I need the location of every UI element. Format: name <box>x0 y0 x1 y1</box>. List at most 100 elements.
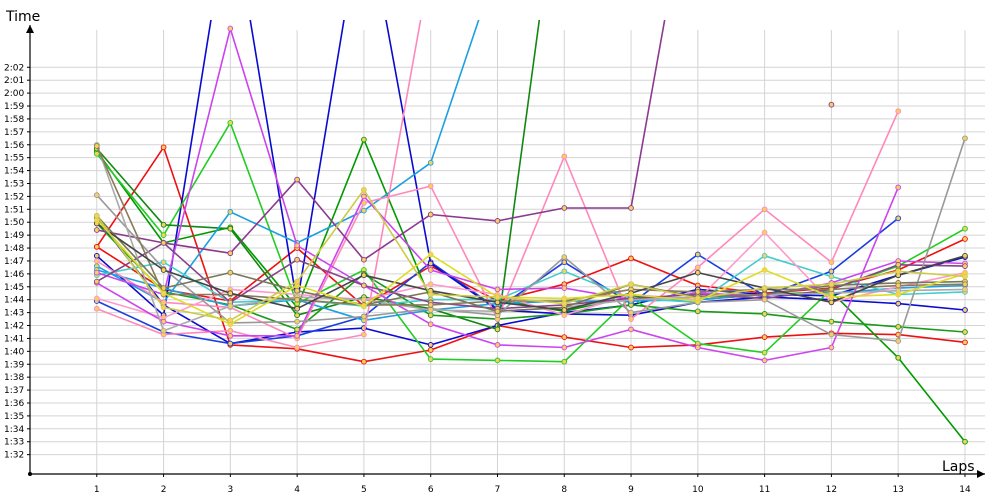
data-point <box>561 153 568 160</box>
data-point <box>227 327 234 334</box>
data-point <box>227 209 234 215</box>
data-point <box>628 326 634 333</box>
data-point <box>828 344 835 351</box>
y-tick-label: 1:49 <box>4 231 24 241</box>
data-point <box>361 256 367 263</box>
data-point <box>361 296 367 303</box>
y-tick-label: 1:54 <box>4 167 24 177</box>
data-point <box>160 290 167 297</box>
data-point <box>561 344 568 351</box>
data-point <box>561 295 568 302</box>
y-tick-label: 1:37 <box>4 386 24 396</box>
data-point <box>895 282 902 289</box>
data-point <box>294 332 300 339</box>
data-point <box>93 212 100 219</box>
data-point <box>93 258 100 264</box>
data-point <box>294 344 300 351</box>
x-tick-label: 8 <box>561 485 567 495</box>
data-point <box>93 269 100 276</box>
data-point <box>895 261 902 268</box>
data-point <box>628 281 634 288</box>
y-tick-label: 1:56 <box>4 141 24 151</box>
data-point <box>294 278 300 285</box>
data-point <box>427 291 434 298</box>
x-tick-label: 2 <box>161 485 167 495</box>
series-line <box>96 222 966 311</box>
data-point <box>828 268 835 275</box>
x-tick-label: 12 <box>826 485 837 495</box>
series-line <box>96 20 422 349</box>
y-tick-label: 1:53 <box>4 179 24 189</box>
data-point <box>361 272 367 279</box>
y-tick-label: 1:48 <box>4 244 24 254</box>
data-point <box>962 263 968 269</box>
data-point <box>160 304 167 311</box>
y-tick-label: 1:57 <box>4 128 24 138</box>
data-point <box>294 242 300 249</box>
y-tick-label: 1:44 <box>4 296 24 306</box>
data-point <box>494 326 501 333</box>
data-point <box>427 281 434 288</box>
data-point <box>427 267 434 273</box>
data-point <box>361 282 367 289</box>
y-tick-label: 1:58 <box>4 115 24 125</box>
data-point <box>160 240 167 246</box>
data-point <box>694 269 701 276</box>
data-point <box>494 294 501 300</box>
x-tick-label: 5 <box>361 485 367 495</box>
data-point <box>160 267 167 273</box>
axes <box>26 25 985 478</box>
y-tick-label: 1:38 <box>4 373 24 383</box>
data-point <box>561 334 568 340</box>
y-tick-label: 1:32 <box>4 451 24 461</box>
data-point <box>962 252 968 259</box>
data-point <box>294 305 300 312</box>
data-point <box>160 144 167 151</box>
data-point <box>294 318 300 325</box>
data-point <box>761 357 768 364</box>
data-point <box>895 291 902 298</box>
data-point <box>93 295 100 302</box>
data-point <box>160 327 167 334</box>
data-point <box>828 259 835 266</box>
data-point <box>761 206 768 213</box>
x-tick-label: 6 <box>428 485 434 495</box>
data-point <box>962 329 968 335</box>
data-point <box>160 221 167 228</box>
series-line <box>96 215 966 313</box>
data-point <box>361 331 367 338</box>
data-point <box>694 264 701 271</box>
data-point <box>427 342 434 348</box>
data-point <box>628 291 634 298</box>
series-14 <box>93 20 422 351</box>
series-7 <box>93 119 968 365</box>
data-point <box>494 299 501 306</box>
y-tick-label: 1:40 <box>4 347 24 357</box>
data-point <box>427 251 434 258</box>
data-point <box>427 347 434 353</box>
data-point <box>93 143 100 149</box>
data-point <box>828 331 835 338</box>
ticks: 1:32 1:33 1:34 1:35 1:36 1:37 1:38 1:39 1:40 1:41… <box>4 63 971 495</box>
y-tick-label: 1:59 <box>4 102 24 112</box>
data-point <box>828 299 835 306</box>
data-point <box>895 300 902 307</box>
data-point <box>962 307 968 313</box>
data-point <box>628 296 634 303</box>
x-tick-label: 10 <box>692 485 704 495</box>
series-line <box>96 189 966 322</box>
data-point <box>361 313 367 320</box>
data-point <box>361 193 367 200</box>
data-point <box>93 227 100 233</box>
x-tick-label: 9 <box>628 485 634 495</box>
data-point <box>895 108 902 115</box>
data-point <box>561 312 568 319</box>
data-point <box>895 323 902 330</box>
data-point <box>361 187 367 193</box>
data-point <box>561 307 568 313</box>
data-point <box>427 260 434 267</box>
x-tick-label: 4 <box>294 485 300 495</box>
data-point <box>494 342 501 348</box>
data-point <box>561 300 568 307</box>
